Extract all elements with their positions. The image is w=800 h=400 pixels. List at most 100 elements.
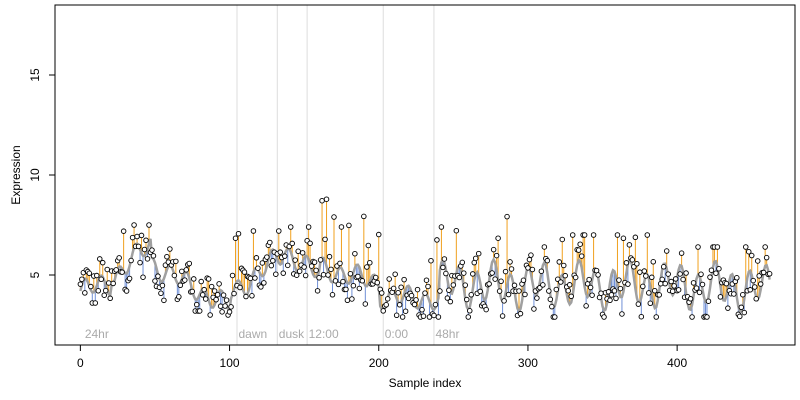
data-point: [590, 232, 597, 238]
data-point: [540, 282, 546, 288]
data-point: [264, 254, 270, 260]
data-point: [259, 260, 266, 266]
data-point: [199, 292, 206, 298]
data-point: [393, 312, 400, 319]
data-point: [128, 257, 134, 264]
data-point: [763, 254, 770, 261]
data-point: [319, 197, 325, 204]
data-point: [626, 242, 633, 248]
data-point: [299, 250, 306, 256]
data-point: [637, 269, 643, 275]
data-point: [456, 274, 463, 281]
data-point: [243, 293, 249, 300]
data-point: [511, 282, 518, 289]
x-tick-label: 0: [77, 356, 84, 370]
data-point: [634, 261, 640, 267]
x-axis: 0 100 200 300 400: [77, 345, 687, 370]
data-point: [467, 308, 473, 314]
data-point: [101, 292, 107, 298]
annotation-label: dusk: [279, 327, 305, 341]
data-point: [760, 269, 767, 276]
data-point: [207, 312, 213, 318]
data-point: [179, 268, 185, 275]
data-point: [356, 285, 363, 292]
data-point: [226, 309, 233, 315]
data-point: [270, 257, 276, 264]
data-point: [517, 310, 524, 317]
data-point: [643, 273, 649, 279]
data-point: [384, 296, 391, 302]
data-point: [402, 308, 409, 314]
data-point: [216, 281, 222, 287]
data-point: [713, 270, 719, 276]
data-point: [496, 288, 503, 294]
y-axis: 5 10 15: [28, 68, 55, 278]
data-point: [677, 271, 683, 277]
data-point: [220, 292, 227, 298]
data-point: [766, 271, 773, 277]
data-point: [461, 270, 467, 276]
data-point: [483, 306, 489, 313]
data-point: [365, 242, 372, 249]
data-point: [97, 256, 103, 262]
x-tick-label: 300: [518, 356, 538, 370]
data-point: [214, 291, 221, 298]
data-point: [237, 284, 243, 291]
data-point: [173, 258, 179, 265]
data-point: [477, 288, 483, 295]
data-point: [754, 258, 761, 264]
data-point: [656, 292, 662, 298]
data-point: [522, 291, 528, 298]
data-point: [352, 250, 358, 257]
data-point: [717, 294, 724, 300]
data-point: [155, 273, 161, 279]
data-point: [364, 264, 370, 270]
data-point: [437, 288, 443, 294]
data-point: [355, 273, 361, 280]
data-point: [734, 275, 740, 281]
data-point: [531, 306, 537, 312]
data-point: [146, 222, 152, 228]
data-point: [313, 267, 319, 274]
data-point: [419, 307, 425, 313]
data-point: [211, 288, 218, 294]
data-point: [134, 233, 140, 240]
data-point: [707, 274, 713, 280]
data-point: [167, 246, 173, 252]
data-point: [446, 287, 452, 293]
data-point: [450, 282, 457, 288]
data-point: [740, 291, 746, 298]
data-point: [107, 295, 113, 302]
data-point: [305, 224, 312, 230]
data-point: [380, 308, 386, 314]
data-point: [723, 280, 730, 287]
data-point: [392, 271, 398, 277]
data-point: [440, 264, 446, 271]
data-point: [92, 300, 99, 306]
data-point: [647, 300, 654, 307]
annotation-label: 48hr: [435, 327, 459, 341]
data-point: [176, 294, 182, 300]
data-point: [486, 281, 492, 287]
data-point: [374, 279, 381, 286]
data-point: [652, 287, 658, 294]
data-point: [359, 278, 366, 284]
data-point: [490, 246, 497, 253]
data-point: [693, 285, 700, 291]
data-point: [662, 280, 668, 287]
data-point: [314, 288, 321, 294]
data-point: [105, 280, 112, 286]
data-point: [223, 297, 230, 303]
data-point: [408, 292, 415, 299]
annotation-label: 24hr: [85, 327, 109, 341]
data-point: [280, 270, 287, 276]
data-point: [687, 296, 694, 302]
x-tick-label: 200: [369, 356, 389, 370]
data-point: [182, 277, 188, 283]
data-point: [284, 262, 291, 269]
data-point: [581, 232, 588, 238]
data-point: [296, 268, 303, 274]
data-point: [338, 224, 345, 230]
data-point: [273, 271, 279, 277]
